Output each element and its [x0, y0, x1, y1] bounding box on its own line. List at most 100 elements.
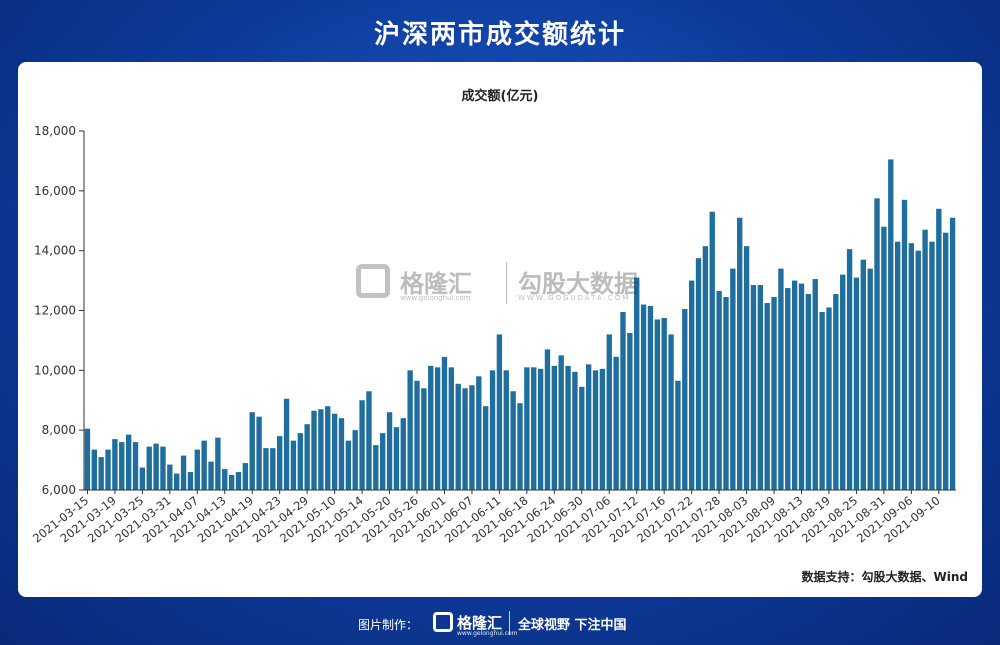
- bar: [551, 365, 558, 490]
- bar: [469, 385, 475, 490]
- bar: [359, 400, 365, 490]
- bar: [132, 442, 139, 490]
- bar: [654, 319, 661, 490]
- bar: [908, 243, 915, 490]
- bar: [414, 380, 420, 490]
- bar: [716, 291, 722, 490]
- watermark-brand2: 勾股大数据: [518, 270, 638, 298]
- bar: [606, 334, 612, 490]
- bar: [125, 434, 132, 490]
- bar: [311, 410, 317, 490]
- bar: [812, 279, 818, 490]
- bar: [709, 211, 715, 490]
- bar: [634, 277, 640, 490]
- bar: [778, 268, 784, 490]
- bar: [757, 285, 763, 490]
- y-tick-label: 6,000: [42, 483, 76, 497]
- bar: [318, 409, 324, 490]
- bar: [901, 199, 908, 490]
- bar: [695, 258, 702, 490]
- bar: [867, 268, 873, 490]
- bar: [791, 280, 798, 490]
- bar: [558, 355, 564, 491]
- bar: [833, 294, 839, 490]
- bar: [386, 412, 393, 490]
- bar: [235, 472, 242, 490]
- bar: [180, 455, 187, 490]
- bar: [943, 232, 949, 490]
- bar: [194, 449, 200, 490]
- bar: [105, 449, 111, 490]
- bar: [352, 430, 358, 490]
- bar: [585, 364, 592, 490]
- bar: [373, 445, 379, 491]
- y-tick-label: 10,000: [34, 363, 76, 377]
- y-tick-label: 14,000: [34, 244, 76, 258]
- watermark-brand: 格隆汇: [400, 270, 472, 298]
- bar: [785, 288, 791, 490]
- chart-panel: 成交额(亿元) 6,000 8,000 10,000 12,000 14,000 16,0…: [18, 62, 982, 597]
- bar: [771, 297, 777, 490]
- bar: [366, 391, 372, 490]
- bar: [345, 440, 352, 490]
- bar-chart: 成交额(亿元) 6,000 8,000 10,000 12,000 14,000 16,0…: [30, 88, 956, 546]
- bar: [496, 334, 503, 490]
- bar: [407, 370, 413, 490]
- bar: [702, 246, 709, 490]
- watermark-url2: WWW.GOGUDATA.COM: [518, 294, 631, 302]
- bar: [249, 412, 255, 490]
- bar: [270, 448, 276, 490]
- bar: [894, 241, 901, 490]
- bar: [572, 371, 578, 490]
- bar: [283, 398, 290, 490]
- footer-url: www.gelonghui.com: [457, 630, 518, 637]
- bar: [888, 159, 894, 491]
- page-title: 沪深两市成交额统计: [373, 20, 626, 50]
- y-tick-label: 12,000: [34, 304, 76, 318]
- bar: [331, 413, 338, 490]
- bar: [846, 249, 853, 490]
- bar: [187, 472, 194, 490]
- bar: [393, 427, 400, 490]
- bar: [826, 307, 832, 490]
- bar: [599, 368, 606, 490]
- bar: [874, 198, 880, 490]
- bar: [537, 368, 544, 490]
- bar: [297, 433, 303, 490]
- bar: [482, 406, 489, 490]
- data-source: 数据支持：勾股大数据、Wind: [801, 570, 968, 584]
- footer-made-label: 图片制作：: [358, 618, 419, 632]
- bar: [277, 436, 283, 490]
- bar: [798, 283, 805, 490]
- bar: [201, 440, 207, 490]
- bar: [929, 241, 935, 490]
- bar: [462, 388, 468, 490]
- bar: [819, 312, 825, 490]
- y-tick-label: 18,000: [34, 124, 76, 138]
- watermark-divider: [506, 262, 507, 304]
- footer-divider: [509, 611, 510, 635]
- bar: [661, 317, 667, 490]
- bar: [84, 428, 91, 490]
- bar: [949, 217, 956, 490]
- bar: [627, 332, 633, 490]
- bar: [737, 217, 743, 490]
- bar: [455, 383, 461, 490]
- bar: [489, 370, 496, 490]
- bar: [840, 274, 846, 490]
- bar: [119, 442, 125, 490]
- bar: [592, 370, 599, 490]
- bar: [544, 349, 551, 490]
- bars-group: [84, 159, 956, 491]
- bar: [682, 309, 688, 490]
- bar: [675, 380, 681, 490]
- bar: [524, 367, 530, 490]
- bar: [400, 418, 406, 490]
- bar: [441, 356, 448, 490]
- bar: [325, 406, 331, 490]
- bar: [434, 367, 441, 490]
- bar: [222, 469, 228, 490]
- bar: [503, 370, 509, 490]
- bar: [290, 440, 297, 490]
- bar: [228, 475, 235, 490]
